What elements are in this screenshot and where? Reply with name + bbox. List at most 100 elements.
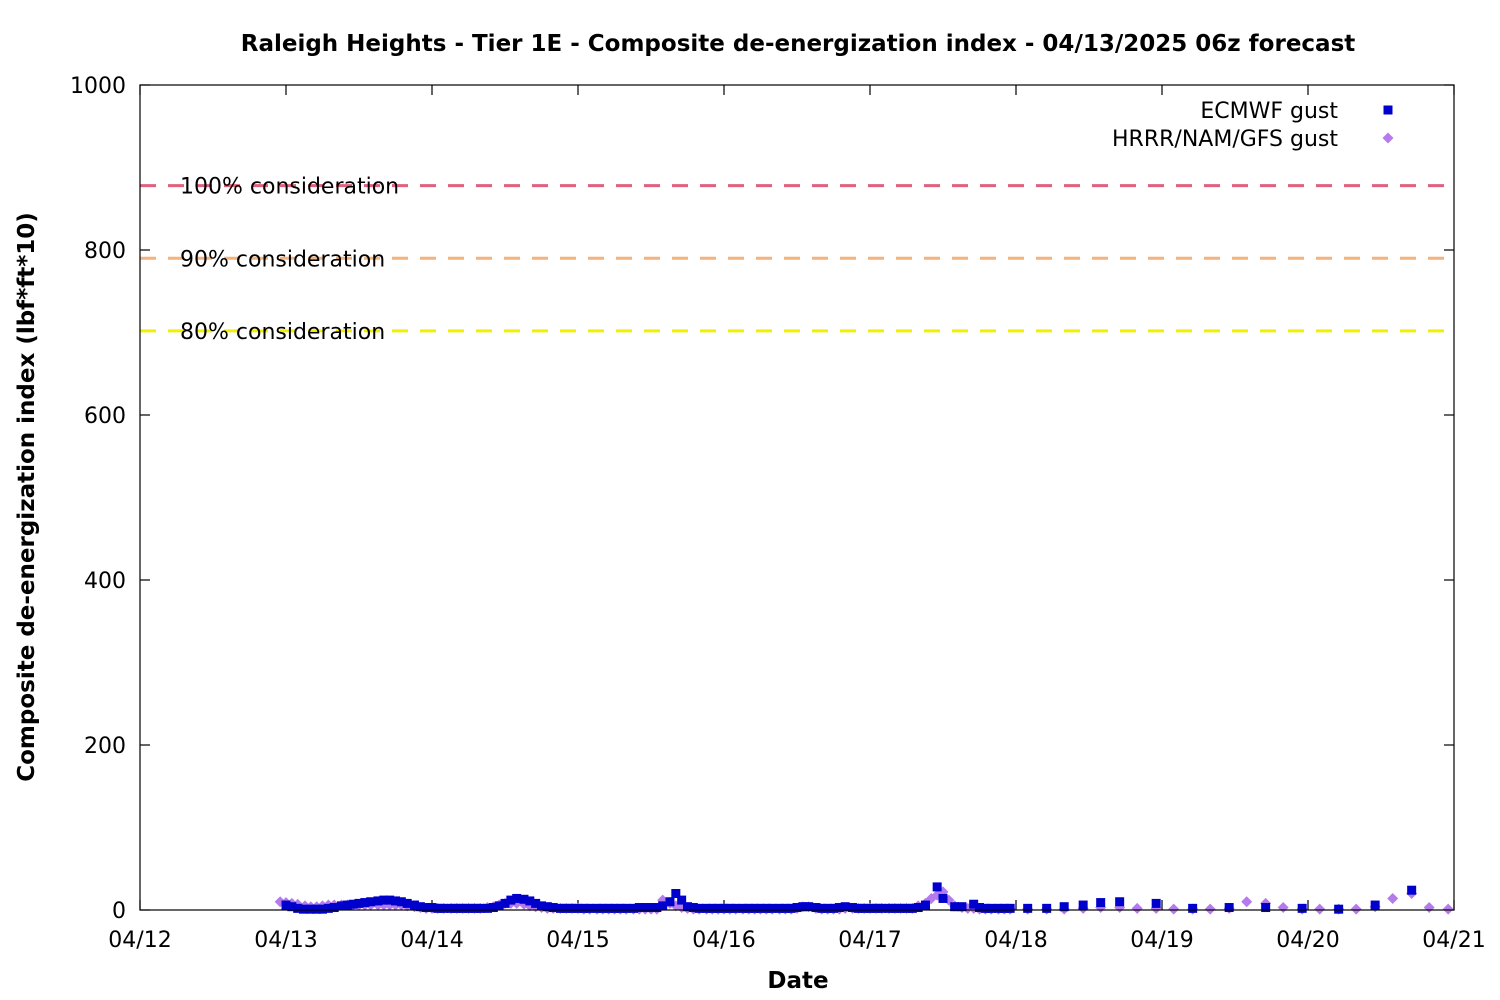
data-point-ecmwf-gust — [1407, 885, 1417, 895]
data-point-ecmwf-gust — [1023, 903, 1033, 913]
data-point-ecmwf-gust — [615, 903, 625, 913]
data-point-ecmwf-gust — [761, 903, 771, 913]
data-point-ecmwf-gust — [738, 903, 748, 913]
x-tick-label: 04/12 — [108, 928, 171, 953]
data-point-ecmwf-gust — [555, 903, 565, 913]
threshold-label: 90% consideration — [180, 247, 385, 272]
x-tick-label: 04/16 — [692, 928, 755, 953]
data-point-ecmwf-gust — [312, 904, 322, 914]
y-tick-label: 600 — [84, 404, 126, 429]
data-point-ecmwf-gust — [287, 902, 297, 912]
legend: ECMWF gust HRRR/NAM/GFS gust — [1112, 99, 1394, 152]
data-point-ecmwf-gust — [993, 903, 1003, 913]
data-point-ecmwf-gust — [336, 901, 346, 911]
data-point-ecmwf-gust — [366, 897, 376, 907]
plot-frame — [139, 84, 1455, 911]
data-point-ecmwf-gust — [1224, 903, 1234, 913]
data-point-ecmwf-gust — [573, 903, 583, 913]
data-point-ecmwf-gust — [999, 903, 1009, 913]
data-point-ecmwf-gust — [1188, 903, 1198, 913]
data-point-ecmwf-gust — [884, 903, 894, 913]
data-point-ecmwf-gust — [896, 903, 906, 913]
x-tick-label: 04/18 — [984, 928, 1047, 953]
x-tick-label: 04/15 — [546, 928, 609, 953]
data-point-ecmwf-gust — [537, 901, 546, 911]
data-point-ecmwf-gust — [500, 898, 510, 908]
data-point-ecmwf-gust — [519, 894, 529, 904]
data-point-ecmwf-gust — [688, 903, 698, 913]
legend-marker-ecmwf-gust — [1383, 105, 1393, 115]
data-point-ecmwf-gust — [811, 903, 821, 913]
data-point-hrrr-nam-gfs-gust — [1387, 892, 1399, 904]
y-axis-label: Composite de-energization index (lbf*ft*… — [14, 212, 40, 782]
data-point-hrrr-nam-gfs-gust — [1442, 903, 1454, 915]
data-point-ecmwf-gust — [798, 902, 808, 912]
data-point-ecmwf-gust — [1334, 904, 1344, 914]
data-point-ecmwf-gust — [385, 895, 395, 905]
data-point-ecmwf-gust — [871, 903, 881, 913]
data-point-ecmwf-gust — [1297, 903, 1307, 913]
data-point-ecmwf-gust — [452, 903, 462, 913]
y-tick-label: 800 — [84, 239, 126, 264]
x-tick-label: 04/17 — [838, 928, 901, 953]
data-point-ecmwf-gust — [318, 904, 327, 914]
data-point-ecmwf-gust — [621, 903, 631, 913]
data-point-ecmwf-gust — [975, 903, 984, 913]
data-point-ecmwf-gust — [950, 902, 960, 912]
data-point-hrrr-nam-gfs-gust — [1241, 896, 1253, 908]
data-point-ecmwf-gust — [402, 898, 412, 908]
x-tick-labels: 04/12 04/13 04/14 04/15 04/16 04/17 04/18 04/19… — [108, 928, 1485, 953]
threshold-label: 80% consideration — [180, 320, 385, 345]
y-tick-label: 0 — [112, 899, 126, 924]
data-point-ecmwf-gust — [348, 899, 358, 909]
data-point-ecmwf-gust — [1261, 903, 1271, 913]
axis-ticks — [139, 84, 1455, 911]
data-point-ecmwf-gust — [354, 898, 364, 908]
data-point-ecmwf-gust — [665, 897, 675, 907]
threshold-label: 100% consideration — [180, 175, 399, 200]
data-point-ecmwf-gust — [592, 903, 602, 913]
data-point-ecmwf-gust — [640, 903, 650, 913]
data-point-ecmwf-gust — [512, 893, 522, 903]
data-point-ecmwf-gust — [567, 903, 577, 913]
data-point-ecmwf-gust — [561, 903, 571, 913]
data-point-ecmwf-gust — [604, 903, 614, 913]
y-tick-labels: 0 200 400 600 800 1000 — [70, 74, 126, 924]
x-axis-label: Date — [767, 968, 828, 994]
data-point-ecmwf-gust — [767, 903, 777, 913]
data-point-ecmwf-gust — [439, 903, 449, 913]
data-point-hrrr-nam-gfs-gust — [1131, 902, 1143, 914]
data-point-ecmwf-gust — [677, 895, 687, 905]
data-point-ecmwf-gust — [1059, 902, 1069, 912]
data-point-ecmwf-gust — [957, 902, 967, 912]
data-point-ecmwf-gust — [360, 898, 370, 908]
data-point-ecmwf-gust — [1005, 903, 1015, 913]
data-point-ecmwf-gust — [1078, 900, 1088, 910]
data-point-ecmwf-gust — [628, 903, 638, 913]
data-point-ecmwf-gust — [913, 903, 923, 913]
data-point-ecmwf-gust — [701, 903, 711, 913]
data-point-ecmwf-gust — [853, 903, 863, 913]
data-point-ecmwf-gust — [774, 903, 784, 913]
data-point-ecmwf-gust — [329, 903, 339, 913]
x-tick-label: 04/20 — [1276, 928, 1339, 953]
data-point-ecmwf-gust — [306, 904, 316, 914]
legend-label-ecmwf-gust: ECMWF gust — [1200, 99, 1338, 124]
data-point-ecmwf-gust — [817, 903, 827, 913]
x-tick-label: 04/13 — [254, 928, 317, 953]
data-point-ecmwf-gust — [920, 900, 930, 910]
threshold-lines: 100% consideration 90% consideration 80% c… — [140, 175, 1454, 345]
data-point-ecmwf-gust — [719, 903, 729, 913]
data-point-ecmwf-gust — [506, 895, 516, 905]
legend-label-hrrr-nam-gfs-gust: HRRR/NAM/GFS gust — [1112, 127, 1338, 152]
data-point-ecmwf-gust — [610, 903, 619, 913]
data-point-ecmwf-gust — [634, 903, 644, 913]
chart-title: Raleigh Heights - Tier 1E - Composite de… — [241, 31, 1356, 57]
data-point-ecmwf-gust — [525, 896, 535, 906]
data-point-ecmwf-gust — [823, 903, 833, 913]
data-point-ecmwf-gust — [694, 903, 704, 913]
data-point-ecmwf-gust — [902, 903, 911, 913]
y-tick-label: 1000 — [70, 74, 126, 99]
data-point-hrrr-nam-gfs-gust — [1204, 903, 1216, 915]
data-point-ecmwf-gust — [446, 903, 456, 913]
